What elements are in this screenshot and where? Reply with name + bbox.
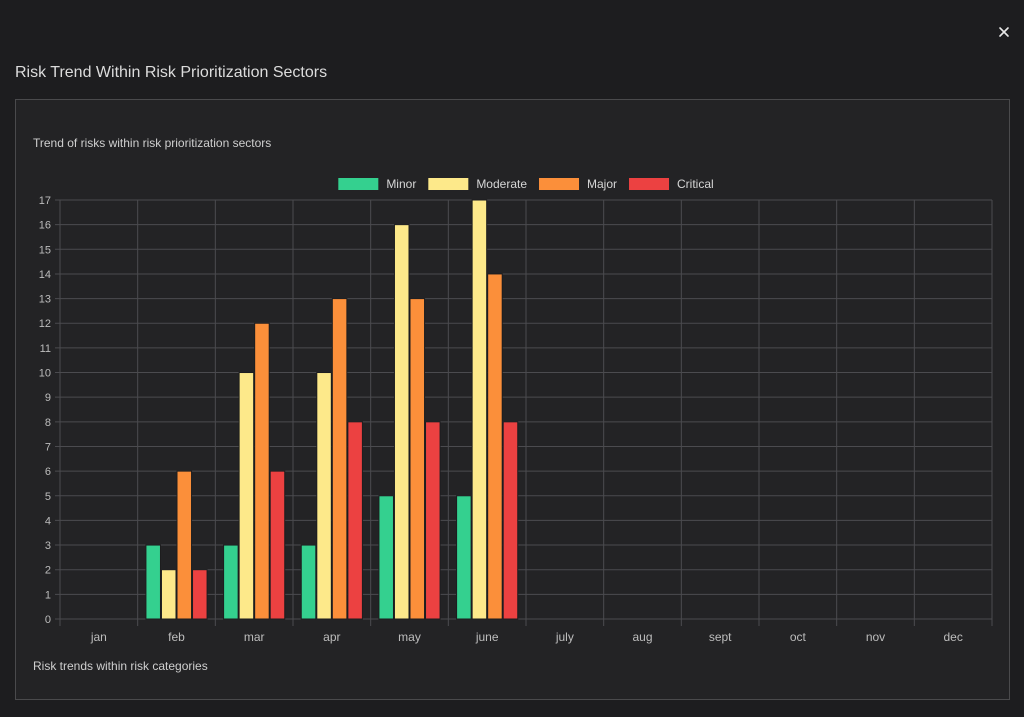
x-tick-label: aug [632, 630, 652, 644]
y-tick-label: 7 [45, 441, 51, 453]
y-tick-label: 1 [45, 589, 51, 601]
y-tick-label: 2 [45, 565, 51, 577]
bar-moderate-feb[interactable] [160, 569, 177, 620]
bar-moderate-june[interactable] [471, 199, 488, 620]
x-tick-label: june [475, 630, 499, 644]
legend-swatch-minor[interactable] [338, 178, 379, 190]
x-tick-label: feb [168, 630, 185, 644]
bar-moderate-may[interactable] [393, 224, 410, 620]
bar-critical-june[interactable] [502, 421, 519, 620]
legend-label-critical[interactable]: Critical [677, 177, 714, 191]
bar-minor-mar[interactable] [223, 544, 239, 620]
y-tick-label: 9 [45, 392, 51, 404]
y-tick-label: 12 [39, 318, 51, 330]
close-button[interactable] [992, 20, 1016, 44]
bar-minor-may[interactable] [378, 495, 394, 620]
x-tick-label: jan [90, 630, 107, 644]
bar-major-mar[interactable] [254, 322, 270, 620]
y-tick-label: 4 [45, 515, 51, 527]
bar-critical-feb[interactable] [192, 569, 208, 620]
bar-major-apr[interactable] [331, 298, 348, 620]
x-tick-label: may [398, 630, 421, 644]
y-tick-label: 8 [45, 417, 51, 429]
y-tick-label: 13 [39, 294, 51, 306]
x-tick-label: mar [244, 630, 265, 644]
x-tick-label: oct [790, 630, 807, 644]
y-tick-label: 10 [39, 368, 51, 380]
chart-subtitle: Trend of risks within risk prioritizatio… [33, 136, 272, 150]
bar-moderate-apr[interactable] [316, 372, 332, 620]
y-tick-label: 14 [39, 269, 51, 281]
legend-swatch-moderate[interactable] [428, 178, 469, 190]
bar-critical-apr[interactable] [347, 421, 363, 620]
x-tick-label: nov [866, 630, 885, 644]
x-tick-label: july [555, 630, 574, 644]
x-tick-label: sept [709, 630, 732, 644]
y-tick-label: 3 [45, 540, 51, 552]
legend-label-minor[interactable]: Minor [386, 177, 416, 191]
y-tick-label: 5 [45, 491, 51, 503]
y-tick-label: 11 [40, 343, 51, 355]
bar-critical-may[interactable] [425, 421, 441, 620]
y-tick-label: 17 [39, 195, 51, 207]
bar-major-feb[interactable] [176, 470, 193, 620]
modal-title: Risk Trend Within Risk Prioritization Se… [15, 64, 328, 81]
x-tick-label: apr [323, 630, 340, 644]
bar-minor-apr[interactable] [300, 544, 317, 620]
legend-label-moderate[interactable]: Moderate [476, 177, 527, 191]
bar-major-may[interactable] [409, 298, 426, 620]
legend-label-major[interactable]: Major [587, 177, 617, 191]
bar-major-june[interactable] [487, 273, 503, 620]
bar-moderate-mar[interactable] [238, 372, 255, 620]
close-icon [999, 27, 1009, 37]
bar-critical-mar[interactable] [269, 470, 286, 620]
y-tick-label: 0 [45, 614, 51, 626]
chart-footer: Risk trends within risk categories [33, 659, 208, 673]
y-tick-label: 16 [39, 220, 51, 232]
legend-swatch-critical[interactable] [629, 178, 670, 190]
bar-minor-feb[interactable] [145, 544, 161, 620]
y-tick-label: 6 [45, 466, 51, 478]
y-tick-label: 15 [39, 244, 51, 256]
legend-swatch-major[interactable] [539, 178, 580, 190]
bar-minor-june[interactable] [456, 495, 472, 620]
x-tick-label: dec [943, 630, 962, 644]
